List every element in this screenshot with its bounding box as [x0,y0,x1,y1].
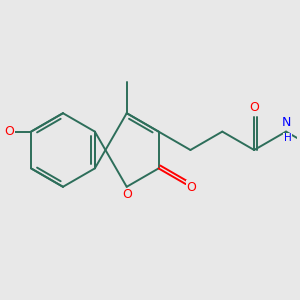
Text: H: H [284,133,292,143]
Text: O: O [249,101,259,114]
Text: O: O [122,188,132,201]
Text: O: O [187,181,196,194]
Text: N: N [281,116,291,129]
Text: O: O [4,125,14,138]
